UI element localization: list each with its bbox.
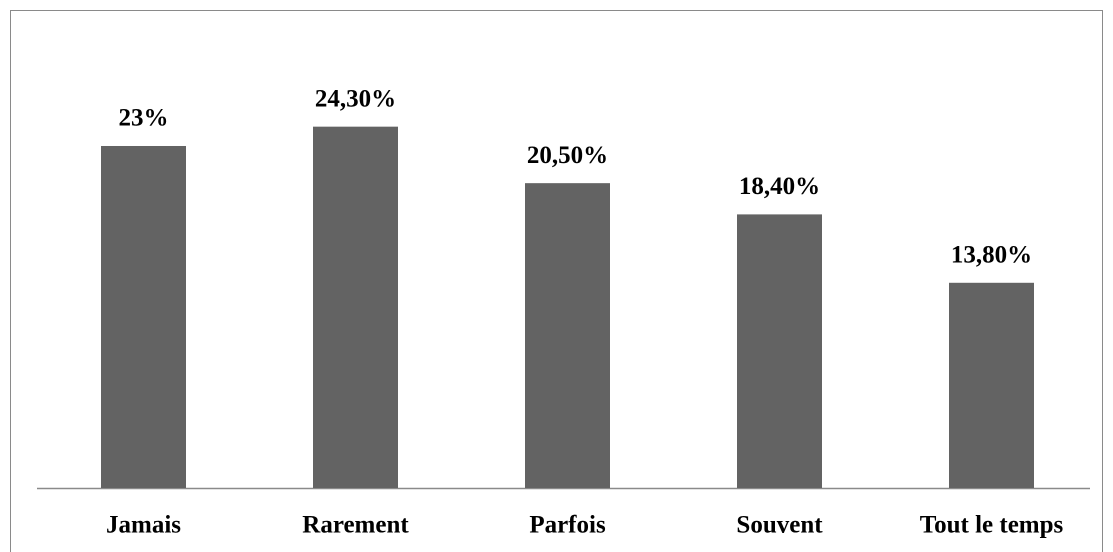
data-label: 18,40% bbox=[739, 173, 820, 200]
bar bbox=[737, 214, 822, 488]
x-tick-label: Parfois bbox=[529, 512, 606, 539]
data-label: 13,80% bbox=[951, 242, 1032, 269]
bar bbox=[525, 183, 610, 489]
bar bbox=[949, 282, 1034, 488]
bar bbox=[101, 145, 186, 489]
x-tick-label: Jamais bbox=[106, 512, 181, 539]
x-tick-label: Souvent bbox=[736, 512, 823, 539]
data-label: 24,30% bbox=[315, 85, 396, 112]
data-label: 20,50% bbox=[527, 142, 608, 169]
data-label: 23% bbox=[119, 105, 169, 132]
bar bbox=[313, 126, 398, 488]
x-tick-label: Tout le temps bbox=[920, 512, 1064, 539]
x-tick-label: Rarement bbox=[302, 512, 409, 539]
